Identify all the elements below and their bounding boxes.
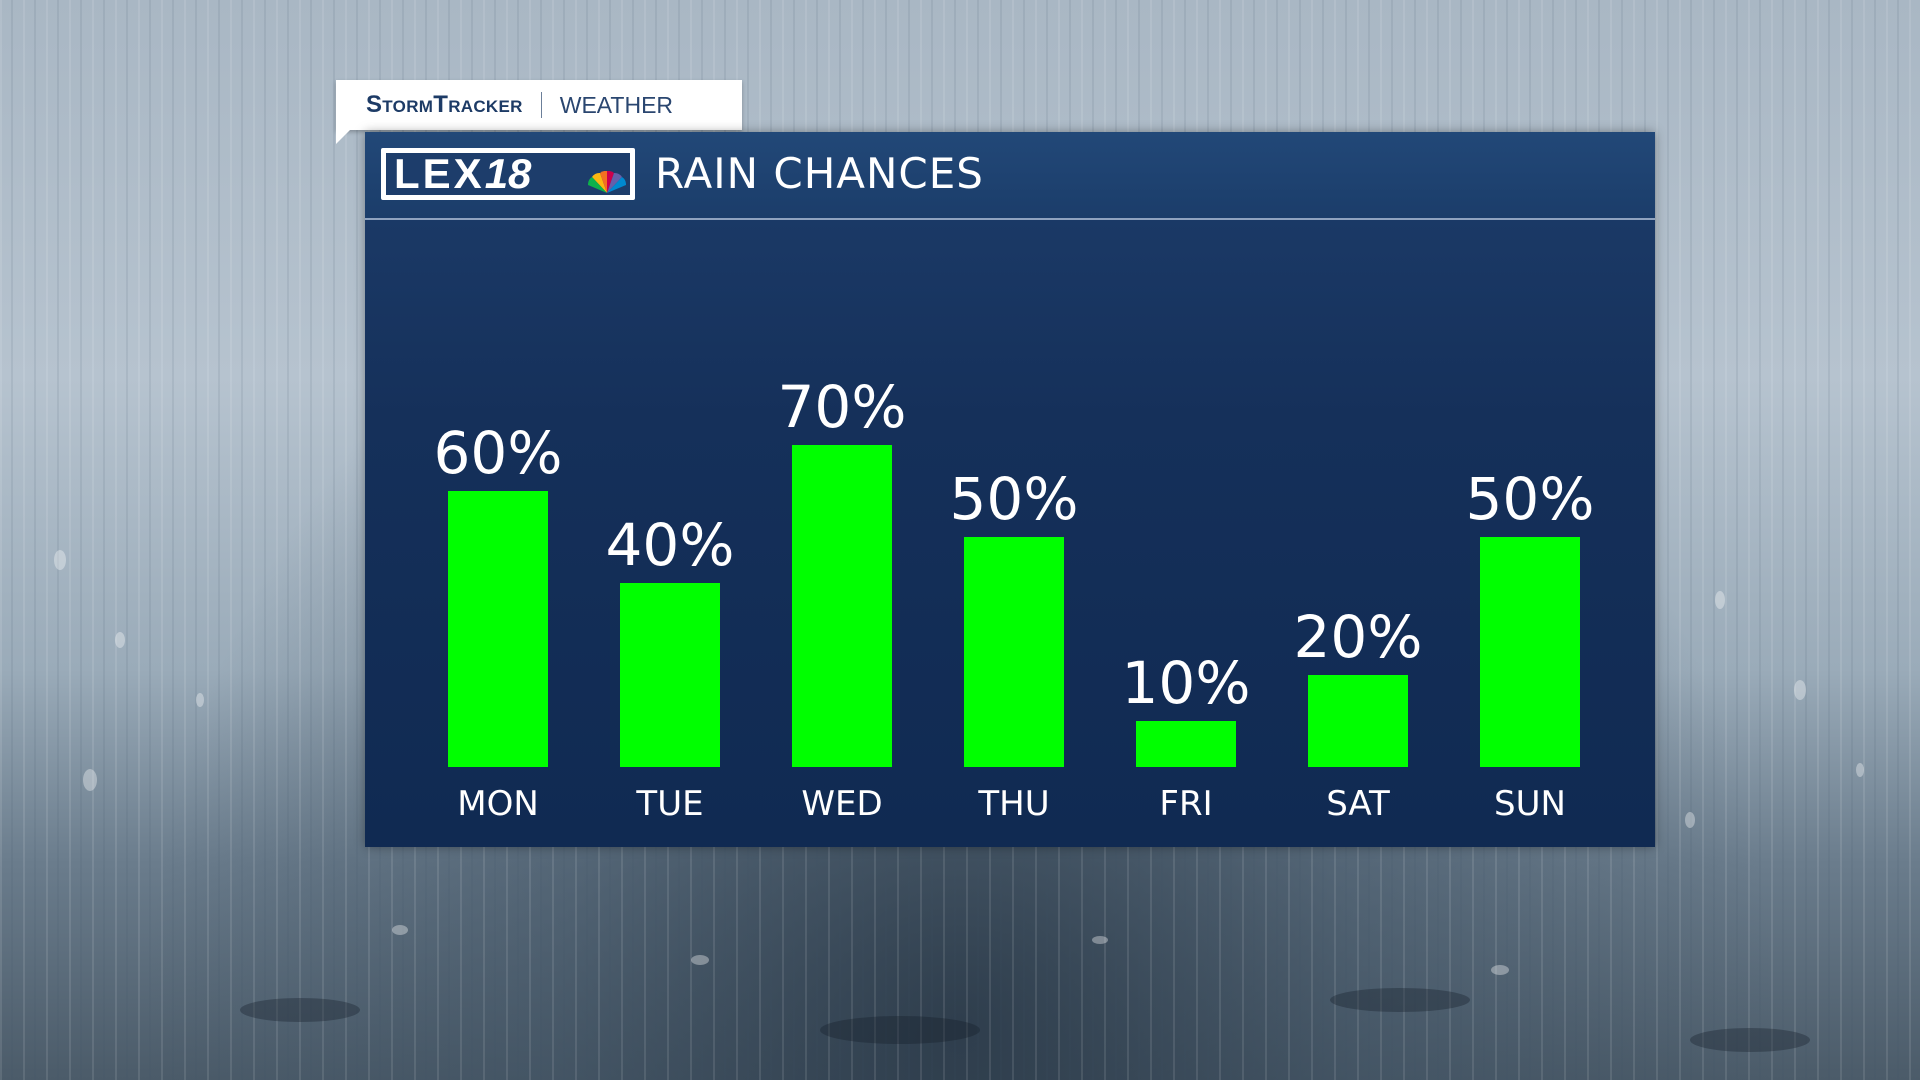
panel-title: RAIN CHANCES xyxy=(655,149,984,198)
value-label-mon: 60% xyxy=(434,419,563,487)
bar-thu xyxy=(964,537,1064,767)
stormtracker-tag: StormTracker WEATHER xyxy=(336,80,742,144)
day-label-tue: TUE xyxy=(635,784,703,824)
panel-header: LEX18 RAIN CHANCES xyxy=(365,132,1655,220)
value-label-tue: 40% xyxy=(606,511,735,579)
day-label-sun: SUN xyxy=(1494,784,1566,824)
value-label-sun: 50% xyxy=(1466,465,1595,533)
weather-label: WEATHER xyxy=(559,91,674,118)
bar-sat xyxy=(1308,675,1408,767)
station-logo: LEX18 xyxy=(381,148,635,200)
rain-chances-panel: LEX18 RAIN CHANCES 60% MON 40% TUE 70% WED 50%… xyxy=(365,132,1655,847)
bar-tue xyxy=(620,583,720,767)
day-label-fri: FRI xyxy=(1159,784,1212,824)
day-label-sat: SAT xyxy=(1326,784,1390,824)
bar-sun xyxy=(1480,537,1580,767)
day-label-mon: MON xyxy=(457,784,539,824)
bar-mon xyxy=(448,491,548,767)
bar-wed xyxy=(792,445,892,767)
logo-text: LEX18 xyxy=(394,150,532,197)
value-label-wed: 70% xyxy=(778,373,907,441)
day-label-thu: THU xyxy=(977,784,1049,824)
stormtracker-brand: StormTracker xyxy=(366,91,523,118)
bar-fri xyxy=(1136,721,1236,767)
day-label-wed: WED xyxy=(801,784,882,824)
peacock-icon xyxy=(588,171,626,193)
tag-divider xyxy=(540,92,542,118)
value-label-thu: 50% xyxy=(950,465,1079,533)
value-label-sat: 20% xyxy=(1294,603,1423,671)
value-label-fri: 10% xyxy=(1122,649,1251,717)
rain-chance-chart: 60% MON 40% TUE 70% WED 50% THU 10% FRI 20% SAT 50% S… xyxy=(434,373,1595,824)
